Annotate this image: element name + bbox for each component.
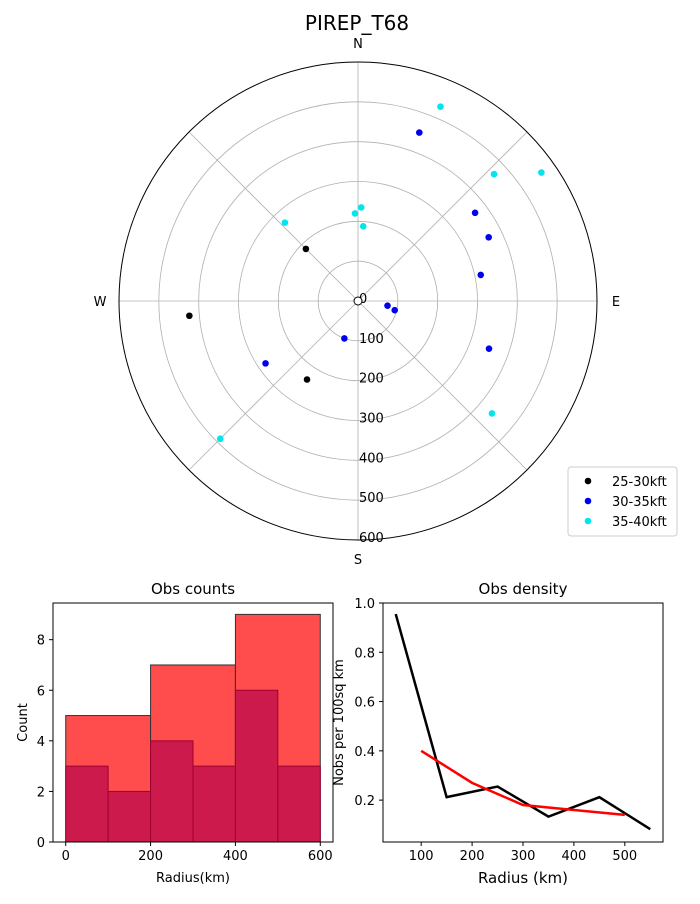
data-point: [538, 169, 545, 176]
y-tick-label: 0: [37, 836, 45, 851]
polar-grid-spoke: [188, 131, 359, 302]
data-point: [186, 312, 193, 320]
legend-box: [567, 466, 678, 537]
histogram-title: Obs counts: [151, 580, 235, 598]
data-point: [490, 170, 498, 178]
x-tick-label: 500: [612, 849, 637, 864]
legend-label: 35-40kft: [612, 515, 667, 530]
histogram-frame: [52, 602, 334, 843]
data-point: [216, 435, 224, 443]
density-y-label: Nobs per 100sq km: [332, 659, 347, 786]
density-title: Obs density: [479, 580, 568, 598]
data-point: [262, 360, 269, 367]
polar-grid-spoke: [357, 300, 528, 471]
center-marker: [353, 296, 363, 306]
legend-label: 25-30kft: [612, 475, 667, 490]
x-tick-label: 200: [138, 849, 163, 864]
radial-tick-label: 300: [359, 412, 384, 427]
direction-label-n: N: [353, 37, 363, 52]
histogram-bar: [65, 765, 109, 843]
data-point: [359, 222, 367, 230]
density-plot: Obs density 100 200 300 400 500 0.2 0.4 0.6 0.8 1.…: [332, 580, 664, 887]
x-tick-label: 300: [511, 849, 536, 864]
data-point: [351, 210, 359, 217]
direction-label-e: E: [612, 295, 620, 310]
y-tick-label: 6: [37, 684, 45, 699]
y-tick-label: 0.8: [354, 646, 375, 661]
polar-grid-spoke: [357, 131, 528, 302]
radial-tick-label: 200: [359, 372, 384, 387]
x-tick-label: 0: [62, 849, 70, 864]
direction-label-s: S: [354, 553, 362, 568]
radial-tick-label: 400: [359, 451, 384, 466]
y-tick-label: 0.2: [354, 794, 375, 809]
histogram-y-label: Count: [16, 703, 31, 742]
x-tick-label: 400: [223, 849, 248, 864]
data-point: [281, 219, 289, 226]
histogram-x-label: Radius(km): [156, 871, 230, 886]
polar-legend: 25-30kft 30-35kft 35-40kft: [567, 466, 678, 537]
data-point: [471, 209, 479, 217]
y-tick-label: 4: [37, 735, 45, 750]
data-point: [357, 204, 365, 211]
legend-marker: [584, 497, 592, 505]
radial-tick-label: 500: [359, 491, 384, 506]
y-tick-label: 8: [37, 634, 45, 649]
histogram-bar: [234, 689, 279, 843]
y-tick-label: 1.0: [354, 597, 375, 612]
data-point: [485, 345, 493, 352]
histogram-bar: [192, 765, 236, 843]
radial-tick-label: 600: [359, 531, 384, 546]
data-point: [416, 129, 423, 136]
histogram-bar: [107, 790, 152, 843]
polar-plot: 0 100 200 300 400 500 600 N E S W: [94, 37, 621, 568]
x-tick-label: 400: [561, 849, 586, 864]
histogram-plot: Obs counts 0 200 400 600 0 2 4 6 8 Radius(km) Count: [16, 580, 334, 886]
data-point: [384, 302, 391, 309]
radial-tick-label: 100: [359, 332, 384, 347]
y-tick-label: 0.6: [354, 696, 375, 711]
x-tick-label: 100: [409, 849, 434, 864]
y-tick-label: 0.4: [354, 745, 375, 760]
data-point: [437, 103, 444, 110]
figure-title: PIREP_T68: [305, 11, 409, 35]
density-line: [394, 613, 651, 831]
direction-label-w: W: [94, 295, 107, 310]
radial-tick-label: 0: [359, 292, 367, 307]
data-point: [488, 410, 496, 417]
density-x-label: Radius (km): [478, 869, 568, 887]
data-point: [302, 245, 310, 253]
legend-label: 30-35kft: [612, 495, 667, 510]
data-point: [303, 376, 311, 383]
fit-line: [420, 749, 625, 817]
x-tick-label: 200: [460, 849, 485, 864]
data-point: [391, 306, 399, 314]
y-tick-label: 2: [37, 785, 45, 800]
polar-outer-ring: [118, 61, 598, 541]
data-point: [477, 271, 485, 279]
histogram-bar: [277, 765, 321, 843]
data-point: [341, 335, 348, 342]
x-tick-label: 600: [308, 849, 333, 864]
polar-grid-spoke: [188, 300, 359, 471]
legend-marker: [584, 477, 592, 485]
data-point: [485, 233, 492, 241]
legend-marker: [584, 517, 592, 525]
histogram-bar: [150, 740, 194, 843]
